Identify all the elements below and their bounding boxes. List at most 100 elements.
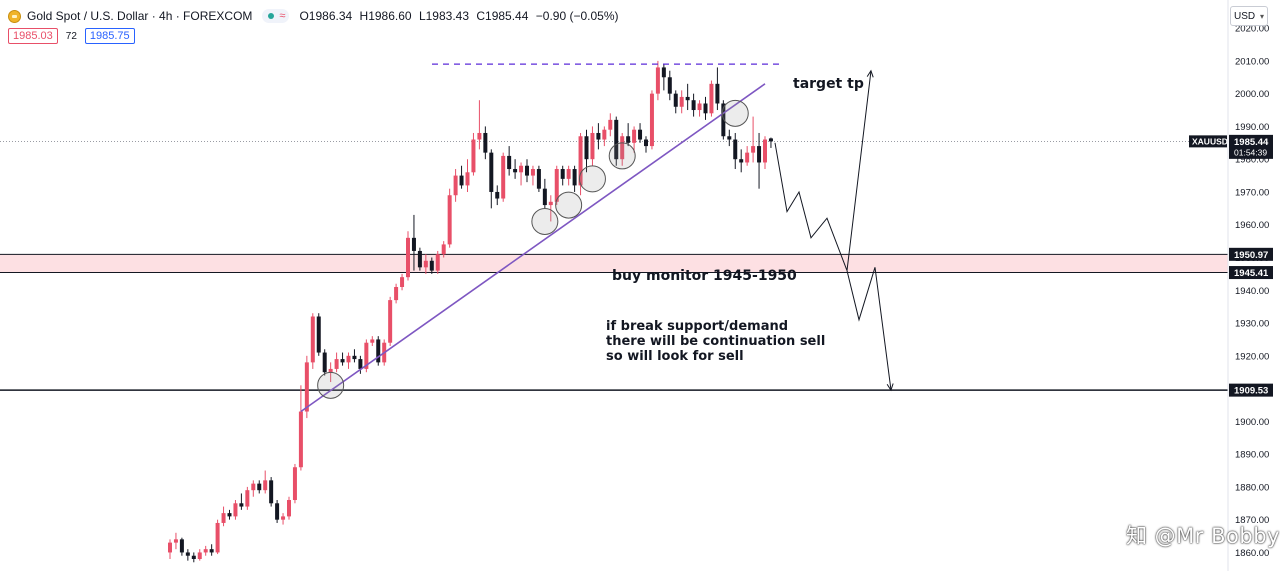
touch-circle[interactable] xyxy=(578,165,606,193)
candle[interactable] xyxy=(495,185,500,206)
candle[interactable] xyxy=(287,496,291,520)
projection-path-up[interactable] xyxy=(774,70,872,271)
candle[interactable] xyxy=(513,159,518,179)
touch-circle[interactable] xyxy=(608,142,636,170)
candle[interactable] xyxy=(388,296,393,346)
touch-circle[interactable] xyxy=(555,191,583,219)
candle[interactable] xyxy=(703,96,708,120)
candle[interactable] xyxy=(263,470,268,494)
candle[interactable] xyxy=(423,254,428,274)
candle[interactable] xyxy=(757,132,762,189)
candle[interactable] xyxy=(751,116,756,163)
candle[interactable] xyxy=(269,477,274,507)
candle[interactable] xyxy=(596,123,601,150)
bid-price-button[interactable]: 1985.03 xyxy=(8,28,58,44)
candle[interactable] xyxy=(554,165,559,206)
candle[interactable] xyxy=(632,126,637,153)
candle[interactable] xyxy=(221,506,226,527)
candle[interactable] xyxy=(245,486,250,510)
candle[interactable] xyxy=(215,519,220,555)
candle[interactable] xyxy=(673,90,678,114)
candle[interactable] xyxy=(346,352,351,369)
candle[interactable] xyxy=(661,64,666,91)
candle[interactable] xyxy=(257,480,262,494)
candle[interactable] xyxy=(179,537,184,556)
candle[interactable] xyxy=(191,552,196,563)
candle[interactable] xyxy=(209,544,214,556)
candle[interactable] xyxy=(185,549,190,561)
candle[interactable] xyxy=(233,500,238,520)
candle[interactable] xyxy=(733,132,738,170)
candle[interactable] xyxy=(644,136,648,153)
candle[interactable] xyxy=(310,313,315,369)
touch-circle[interactable] xyxy=(317,371,345,399)
candle[interactable] xyxy=(465,159,470,192)
candle[interactable] xyxy=(620,132,625,166)
candle[interactable] xyxy=(173,532,178,550)
candle[interactable] xyxy=(572,165,577,192)
candle[interactable] xyxy=(638,123,643,143)
candle[interactable] xyxy=(406,231,410,281)
candle[interactable] xyxy=(501,152,506,202)
candle[interactable] xyxy=(334,352,339,373)
candle[interactable] xyxy=(376,336,381,366)
candle[interactable] xyxy=(447,188,452,248)
candle[interactable] xyxy=(316,313,321,356)
candle[interactable] xyxy=(292,463,297,504)
candle[interactable] xyxy=(768,137,773,148)
candle[interactable] xyxy=(477,100,482,150)
candle[interactable] xyxy=(721,100,726,140)
candle[interactable] xyxy=(667,70,672,101)
candle[interactable] xyxy=(739,149,744,173)
candle[interactable] xyxy=(471,132,476,176)
candle[interactable] xyxy=(542,178,547,209)
candle[interactable] xyxy=(614,116,619,166)
candle[interactable] xyxy=(168,539,172,559)
candle[interactable] xyxy=(364,339,369,373)
candle[interactable] xyxy=(584,129,589,173)
candle[interactable] xyxy=(602,126,607,147)
candle[interactable] xyxy=(435,250,440,274)
trendline[interactable] xyxy=(300,83,766,413)
candle[interactable] xyxy=(709,80,714,117)
candle[interactable] xyxy=(649,90,654,150)
candle[interactable] xyxy=(530,165,535,186)
candle[interactable] xyxy=(352,349,357,363)
candle[interactable] xyxy=(691,93,696,117)
candle[interactable] xyxy=(655,60,660,101)
candle[interactable] xyxy=(281,513,286,525)
candle[interactable] xyxy=(745,146,750,166)
candle[interactable] xyxy=(608,113,613,137)
candle[interactable] xyxy=(489,149,494,209)
candle[interactable] xyxy=(566,165,571,186)
candle[interactable] xyxy=(519,162,524,186)
candle[interactable] xyxy=(400,273,405,291)
candle[interactable] xyxy=(459,165,464,189)
candle[interactable] xyxy=(626,123,631,147)
candle[interactable] xyxy=(370,336,375,346)
touch-circle[interactable] xyxy=(531,207,559,235)
candle[interactable] xyxy=(227,509,232,520)
candle[interactable] xyxy=(697,100,702,117)
currency-selector[interactable]: USD ▾ xyxy=(1230,6,1268,26)
projection-path-down[interactable] xyxy=(846,267,892,391)
candle[interactable] xyxy=(441,241,446,258)
candle[interactable] xyxy=(483,126,488,160)
candle[interactable] xyxy=(275,500,280,523)
candle[interactable] xyxy=(394,283,399,304)
candle[interactable] xyxy=(560,165,565,186)
candle[interactable] xyxy=(536,165,541,192)
candle[interactable] xyxy=(715,67,720,111)
candle[interactable] xyxy=(429,257,434,274)
candle[interactable] xyxy=(763,136,767,170)
candle[interactable] xyxy=(239,493,244,510)
candle[interactable] xyxy=(590,126,595,166)
candle[interactable] xyxy=(548,195,553,222)
candle[interactable] xyxy=(727,129,732,147)
candle[interactable] xyxy=(203,545,208,556)
candle[interactable] xyxy=(358,355,363,374)
candle[interactable] xyxy=(197,549,202,561)
candle[interactable] xyxy=(322,349,327,376)
candle[interactable] xyxy=(251,480,256,497)
